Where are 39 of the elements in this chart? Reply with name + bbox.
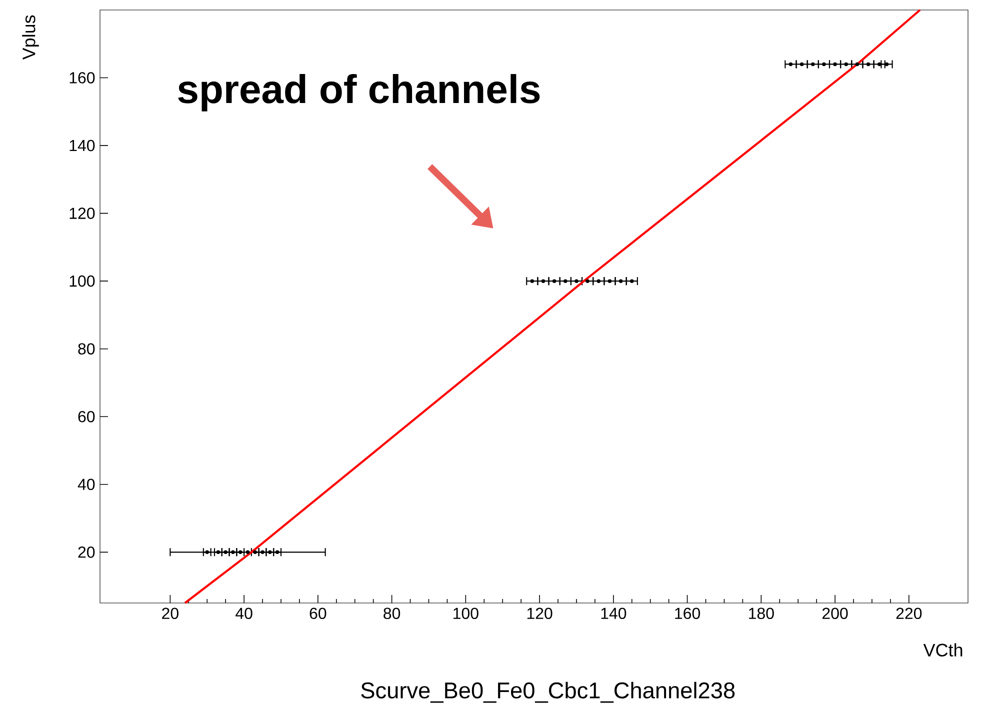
point (592, 276, 605, 286)
point (828, 60, 842, 69)
point (840, 60, 852, 69)
point (537, 276, 550, 286)
point (806, 60, 819, 69)
x-tick-label: 40 (236, 608, 252, 620)
x-tick-label: 120 (527, 608, 552, 620)
text: Scurve_Be0_Fe0_Cbc1_Channel238 (361, 682, 735, 703)
point (548, 276, 560, 286)
x-tick-label: 20 (162, 608, 178, 620)
x-tick-label: 220 (896, 608, 922, 620)
y-tick-label: 160 (70, 72, 95, 84)
y-tick-label: 100 (70, 275, 95, 287)
y-tick-label: 80 (78, 343, 95, 355)
x-tick-label: 80 (384, 608, 400, 620)
point (873, 60, 886, 69)
y-tick-label: 120 (70, 208, 95, 219)
point (818, 60, 830, 69)
y-tick-label: 60 (78, 410, 95, 422)
y-tick-label: 140 (70, 140, 95, 152)
x-tick-label: 160 (675, 608, 700, 620)
x-axis-title: VCth (923, 643, 962, 656)
x-tick-label: 60 (310, 608, 326, 620)
annotation: spread of channels (178, 74, 540, 112)
point (614, 276, 627, 286)
x-tick-label: 140 (601, 608, 626, 620)
x-tick-label: 180 (749, 608, 774, 620)
point (862, 60, 874, 69)
point (796, 60, 808, 69)
point (570, 276, 583, 286)
x-tick-label: 200 (822, 608, 848, 620)
point (604, 276, 616, 286)
point (559, 276, 572, 286)
point (581, 276, 594, 286)
y-tick-label: 40 (78, 478, 95, 490)
y-tick-label: 20 (78, 546, 95, 558)
point (626, 276, 638, 286)
x-tick-label: 100 (454, 608, 478, 620)
y-axis-title: Vplus (22, 15, 39, 60)
